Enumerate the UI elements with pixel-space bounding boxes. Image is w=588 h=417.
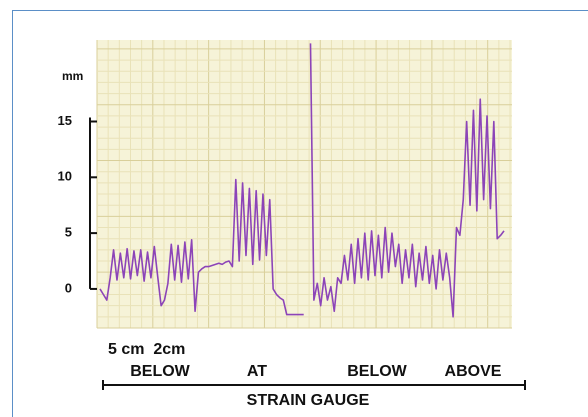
position-label: BELOW xyxy=(130,363,190,380)
y-tick-label: 10 xyxy=(58,169,72,184)
y-tick-label: 5 xyxy=(65,225,72,240)
y-axis-label: mm xyxy=(62,69,83,83)
chart: mm 5 cm 2cm BELOW AT BELOW ABOVE STRAIN … xyxy=(0,0,588,417)
page: {"chart_data": {"type": "line", "y_label… xyxy=(0,0,588,417)
y-tick-label: 0 xyxy=(65,280,72,295)
x-axis-label: STRAIN GAUGE xyxy=(247,392,370,409)
position-label: ABOVE xyxy=(445,363,502,380)
position-label: AT xyxy=(247,363,267,380)
spacing-label: 5 cm 2cm xyxy=(108,341,185,358)
position-label: BELOW xyxy=(347,363,407,380)
y-tick-label: 15 xyxy=(58,113,72,128)
